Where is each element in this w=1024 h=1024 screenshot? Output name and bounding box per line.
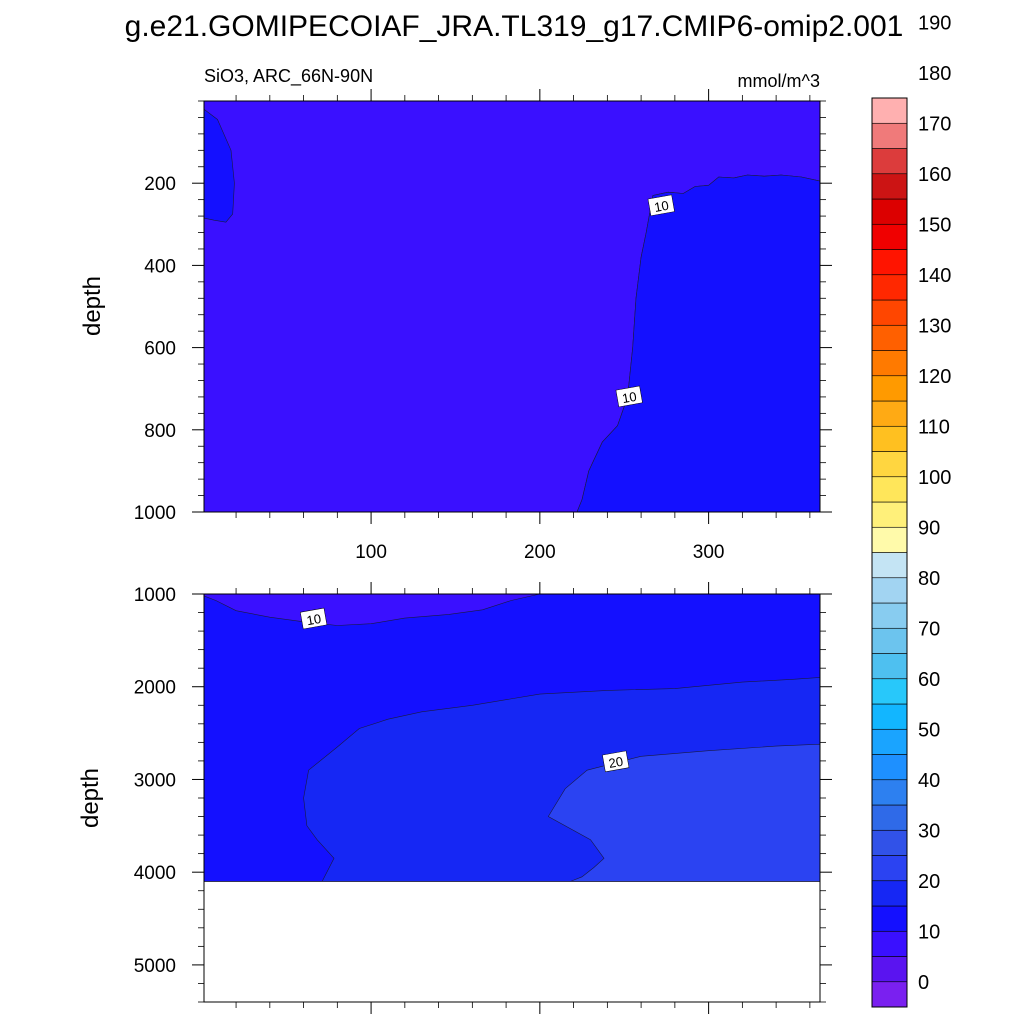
colorbar-swatch [871,577,908,604]
colorbar-swatch [871,425,908,452]
colorbar-tick-label: 10 [918,921,940,943]
colorbar-frame [871,97,908,1008]
colorbar-tick-label: 190 [918,12,951,34]
colorbar-tick-label: 180 [918,63,951,85]
colorbar-swatch [871,476,908,503]
colorbar-swatch [871,274,908,301]
colorbar-swatch [871,678,908,705]
colorbar-swatch [871,223,908,250]
svg-text:20: 20 [607,754,624,771]
colorbar-swatch [871,779,908,806]
colorbar-swatch [871,981,908,1008]
colorbar-tick-label: 60 [918,669,940,691]
bottom-contour-label: 10 [300,607,328,630]
bottom-contour-region-0-10 [203,593,540,626]
bottom-y-tick-label: 2000 [134,678,176,699]
bottom-panel-plot: 10 20 1000 2000 3000 4000 5000 [134,582,832,1014]
bottom-contour-region-30-40 [547,743,821,882]
colorbar-tick-label: 70 [918,618,940,640]
colorbar-swatch [871,148,908,175]
colorbar-tick-label: 20 [918,871,940,893]
top-y-tick-label: 600 [144,339,176,360]
colorbar-swatch [871,653,908,680]
colorbar-tick-label: 160 [918,164,951,186]
top-x-tick-label: 200 [524,542,556,563]
top-subtitle-right: mmol/m^3 [738,71,820,91]
top-x-tick-label: 300 [693,542,725,563]
colorbar-tick-label: 30 [918,820,940,842]
colorbar-swatch [871,627,908,654]
bottom-contour-label: 20 [602,750,630,773]
figure-title: g.e21.GOMIPECOIAF_JRA.TL319_g17.CMIP6-om… [125,10,904,43]
colorbar-swatch [871,956,908,983]
colorbar-swatch [871,375,908,402]
top-y-tick-label: 400 [144,256,176,277]
colorbar-tick-label: 130 [918,315,951,337]
top-panel-plot: 10 10 100 200 300 200 400 600 800 1000 [134,89,832,563]
colorbar-swatch [871,703,908,730]
colorbar-swatch [871,173,908,200]
svg-text:10: 10 [653,198,670,215]
bottom-y-tick-label: 3000 [134,770,176,791]
colorbar-tick-label: 40 [918,770,940,792]
colorbar-swatch [871,249,908,276]
colorbar-tick-label: 50 [918,719,940,741]
bottom-y-tick-label: 1000 [134,585,176,606]
bottom-y-axis-label: depth [77,768,104,828]
colorbar-tick-label: 80 [918,568,940,590]
colorbar-swatch [871,829,908,856]
colorbar-tick-label: 110 [918,416,950,438]
top-y-tick-label: 200 [144,174,176,195]
colorbar-swatch [871,324,908,351]
colorbar-tick-label: 150 [918,214,951,236]
colorbar-swatch [871,930,908,957]
bottom-below-bottom-area [204,881,820,1002]
top-contour-label: 10 [615,385,643,408]
colorbar-swatch [871,526,908,553]
top-y-axis-label: depth [79,276,106,336]
top-x-tick-label: 100 [355,542,387,563]
colorbar: 0 10 20 30 40 50 60 70 80 90 100 110 120 130 140 150 160… [871,12,951,1008]
colorbar-swatch [871,905,908,932]
colorbar-tick-label: 90 [918,517,940,539]
colorbar-swatch [871,754,908,781]
top-y-tick-label: 1000 [134,503,176,524]
colorbar-swatch [871,198,908,225]
top-contour-label: 10 [647,194,675,217]
colorbar-swatch [871,855,908,882]
colorbar-tick-label: 100 [918,467,951,489]
colorbar-swatch [871,299,908,326]
svg-text:10: 10 [305,611,322,628]
top-y-tick-label: 800 [144,421,176,442]
colorbar-tick-label: 170 [918,113,951,135]
top-plot-frame [203,100,821,513]
colorbar-swatch [871,400,908,427]
colorbar-swatch [871,880,908,907]
colorbar-swatch [871,122,908,149]
colorbar-swatch [871,501,908,528]
top-subtitle-left: SiO3, ARC_66N-90N [204,66,373,87]
colorbar-swatch [871,451,908,478]
colorbar-swatch [871,804,908,831]
colorbar-swatch [871,350,908,377]
bottom-y-tick-label: 4000 [134,863,176,884]
colorbar-swatch [871,728,908,755]
top-contour-region-10-20 [203,108,235,223]
colorbar-swatch [871,602,908,629]
svg-text:10: 10 [621,389,638,406]
colorbar-tick-label: 140 [918,265,951,287]
bottom-y-tick-label: 5000 [134,956,176,977]
colorbar-tick-label: 0 [918,972,929,994]
top-contour-region-10-20 [576,174,821,513]
colorbar-swatch [871,97,908,124]
colorbar-swatch [871,552,908,579]
colorbar-tick-label: 120 [918,366,951,388]
